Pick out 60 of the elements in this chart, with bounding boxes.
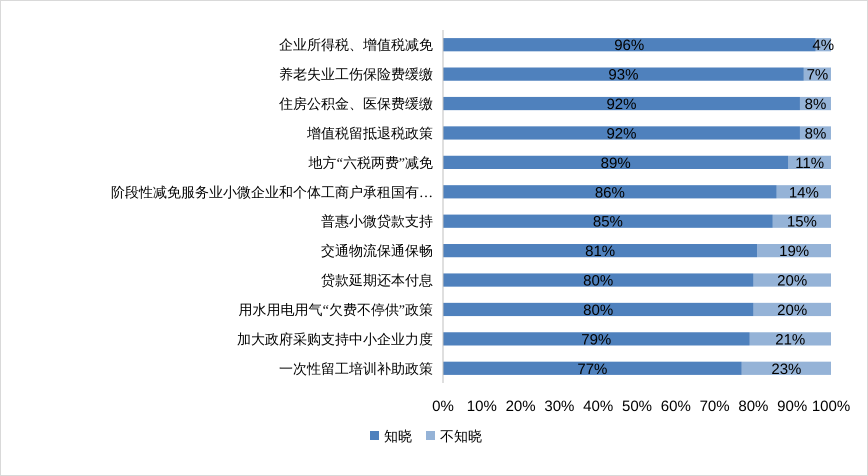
x-tick-label: 10%	[466, 398, 497, 415]
bar	[443, 156, 788, 169]
y-tick-label: 一次性留工培训补助政策	[279, 361, 433, 378]
data-label: 7%	[806, 66, 828, 84]
y-tick-label: 增值税留抵退税政策	[306, 126, 433, 142]
data-label: 4%	[812, 37, 834, 54]
bar	[443, 126, 800, 140]
data-label: 8%	[804, 96, 826, 114]
data-label: 8%	[804, 125, 826, 142]
bar	[443, 68, 804, 81]
y-tick-label: 加大政府采购支持中小企业力度	[237, 332, 433, 348]
y-tick-label: 企业所得税、增值税减免	[279, 38, 433, 54]
data-label: 21%	[775, 331, 806, 348]
x-tick-label: 60%	[660, 398, 691, 415]
data-label: 15%	[786, 214, 817, 231]
data-label: 77%	[577, 360, 608, 378]
y-tick-label: 普惠小微贷款支持	[321, 213, 433, 230]
y-tick-label: 贷款延期还本付息	[321, 273, 433, 290]
x-tick-label: 80%	[738, 398, 768, 415]
data-label: 20%	[777, 272, 808, 290]
data-label: 89%	[600, 154, 631, 172]
bar	[443, 332, 750, 346]
data-label: 93%	[608, 66, 638, 84]
y-tick-label: 交通物流保通保畅	[321, 244, 433, 260]
x-tick-label: 90%	[777, 398, 808, 415]
y-tick-label: 用水用电用气“欠费不停供”政策	[238, 302, 433, 318]
x-tick-label: 20%	[506, 398, 536, 415]
bar	[443, 273, 754, 287]
bar	[443, 362, 742, 375]
y-tick-label: 阶段性减免服务业小微企业和个体工商户承租国有…	[111, 184, 433, 201]
x-tick-label: 70%	[700, 398, 730, 415]
bar	[443, 96, 800, 110]
bar	[443, 214, 773, 228]
bar	[443, 302, 754, 316]
data-label: 19%	[779, 243, 810, 260]
x-tick-label: 50%	[622, 398, 652, 415]
data-label: 92%	[606, 125, 636, 142]
data-label: 80%	[583, 302, 614, 319]
y-tick-label: 养老失业工伤保险费缓缴	[279, 67, 433, 84]
x-tick-label: 100%	[812, 398, 850, 415]
bar	[443, 185, 777, 198]
bar	[443, 244, 758, 258]
data-label: 86%	[594, 184, 625, 202]
data-label: 85%	[592, 214, 623, 231]
data-label: 20%	[777, 302, 808, 319]
x-tick-label: 0%	[432, 398, 454, 415]
data-label: 11%	[795, 154, 824, 172]
data-label: 92%	[606, 96, 636, 114]
data-label: 79%	[581, 331, 612, 348]
data-label: 14%	[788, 184, 819, 202]
y-tick-label: 住房公积金、医保费缓缴	[278, 96, 433, 113]
legend-label: 知晓	[384, 429, 412, 445]
x-tick-label: 40%	[583, 398, 614, 415]
legend-label: 不知晓	[440, 429, 482, 445]
y-tick-label: 地方“六税两费”减免	[308, 155, 433, 172]
data-label: 80%	[583, 272, 614, 290]
data-label: 23%	[771, 360, 802, 378]
x-tick-label: 30%	[544, 398, 574, 415]
data-label: 81%	[585, 243, 616, 260]
data-label: 96%	[614, 37, 644, 54]
